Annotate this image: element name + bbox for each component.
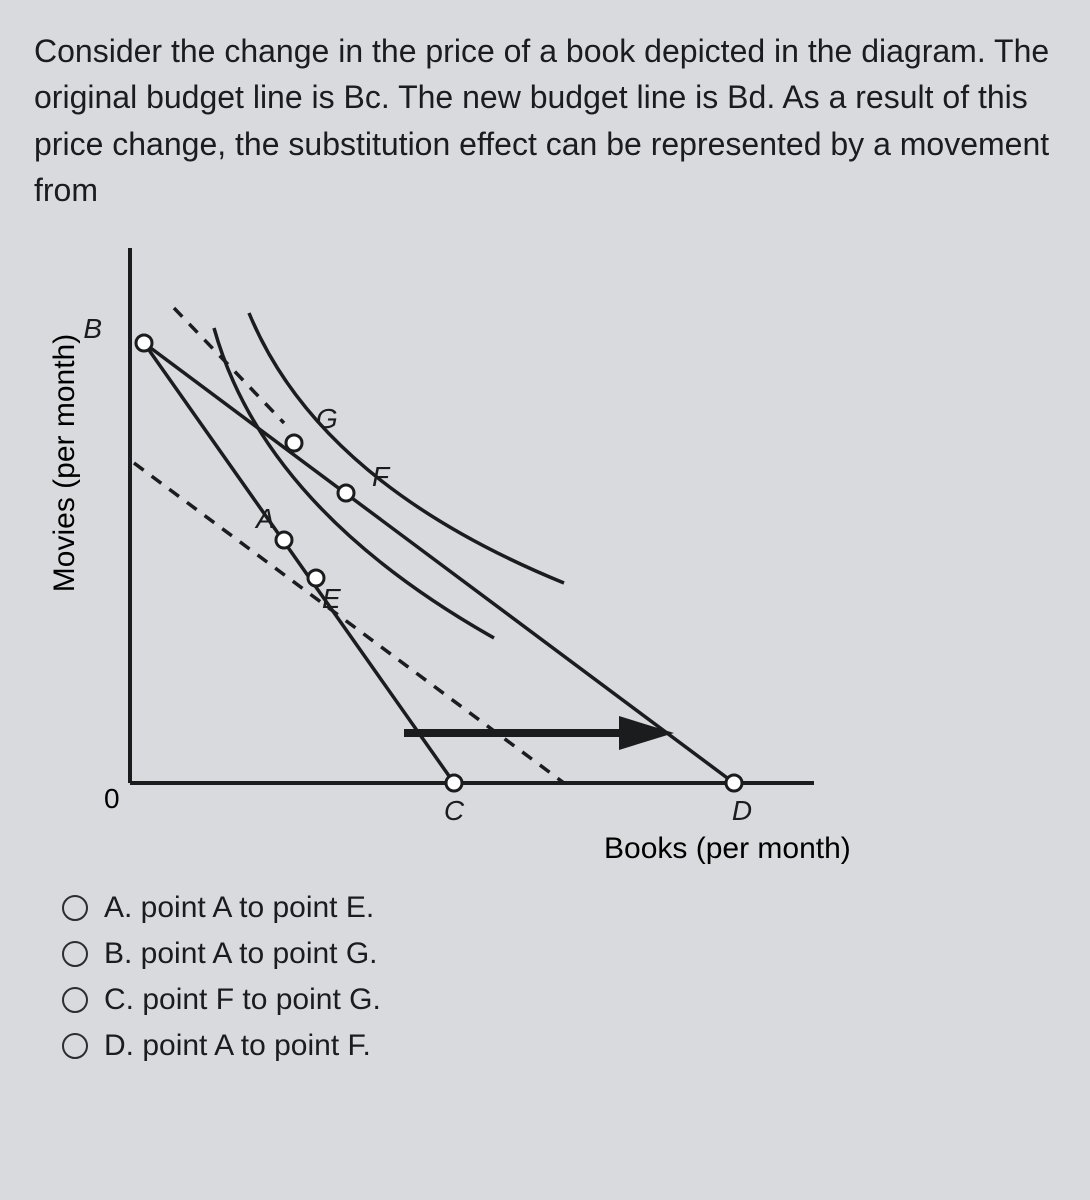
option-d[interactable]: D. point A to point F. <box>62 1029 1056 1063</box>
answer-options: A. point A to point E. B. point A to poi… <box>62 891 1056 1063</box>
budget-lines <box>144 343 734 783</box>
radio-icon <box>62 941 88 967</box>
question-text: Consider the change in the price of a bo… <box>34 28 1056 214</box>
origin-label: 0 <box>104 783 120 814</box>
svg-text:D: D <box>732 795 752 826</box>
svg-text:C: C <box>444 795 465 826</box>
svg-text:E: E <box>322 583 341 614</box>
option-label: C. point F to point G. <box>104 983 381 1017</box>
option-label: A. point A to point E. <box>104 891 374 925</box>
option-label: D. point A to point F. <box>104 1029 371 1063</box>
svg-text:F: F <box>372 461 391 492</box>
svg-text:B: B <box>83 313 102 344</box>
point-labels: B G F A E C D <box>83 313 752 826</box>
svg-text:G: G <box>316 403 338 434</box>
radio-icon <box>62 895 88 921</box>
radio-icon <box>62 987 88 1013</box>
axes <box>130 248 814 783</box>
x-axis-label: Books (per month) <box>604 832 851 865</box>
svg-text:A: A <box>254 503 275 534</box>
shift-arrow <box>404 716 674 750</box>
option-b[interactable]: B. point A to point G. <box>62 937 1056 971</box>
option-c[interactable]: C. point F to point G. <box>62 983 1056 1017</box>
option-a[interactable]: A. point A to point E. <box>62 891 1056 925</box>
option-label: B. point A to point G. <box>104 937 378 971</box>
diagram: B G F A E C D 0 Books (per month) Movies… <box>34 238 1056 873</box>
y-axis-label: Movies (per month) <box>48 333 81 591</box>
radio-icon <box>62 1033 88 1059</box>
